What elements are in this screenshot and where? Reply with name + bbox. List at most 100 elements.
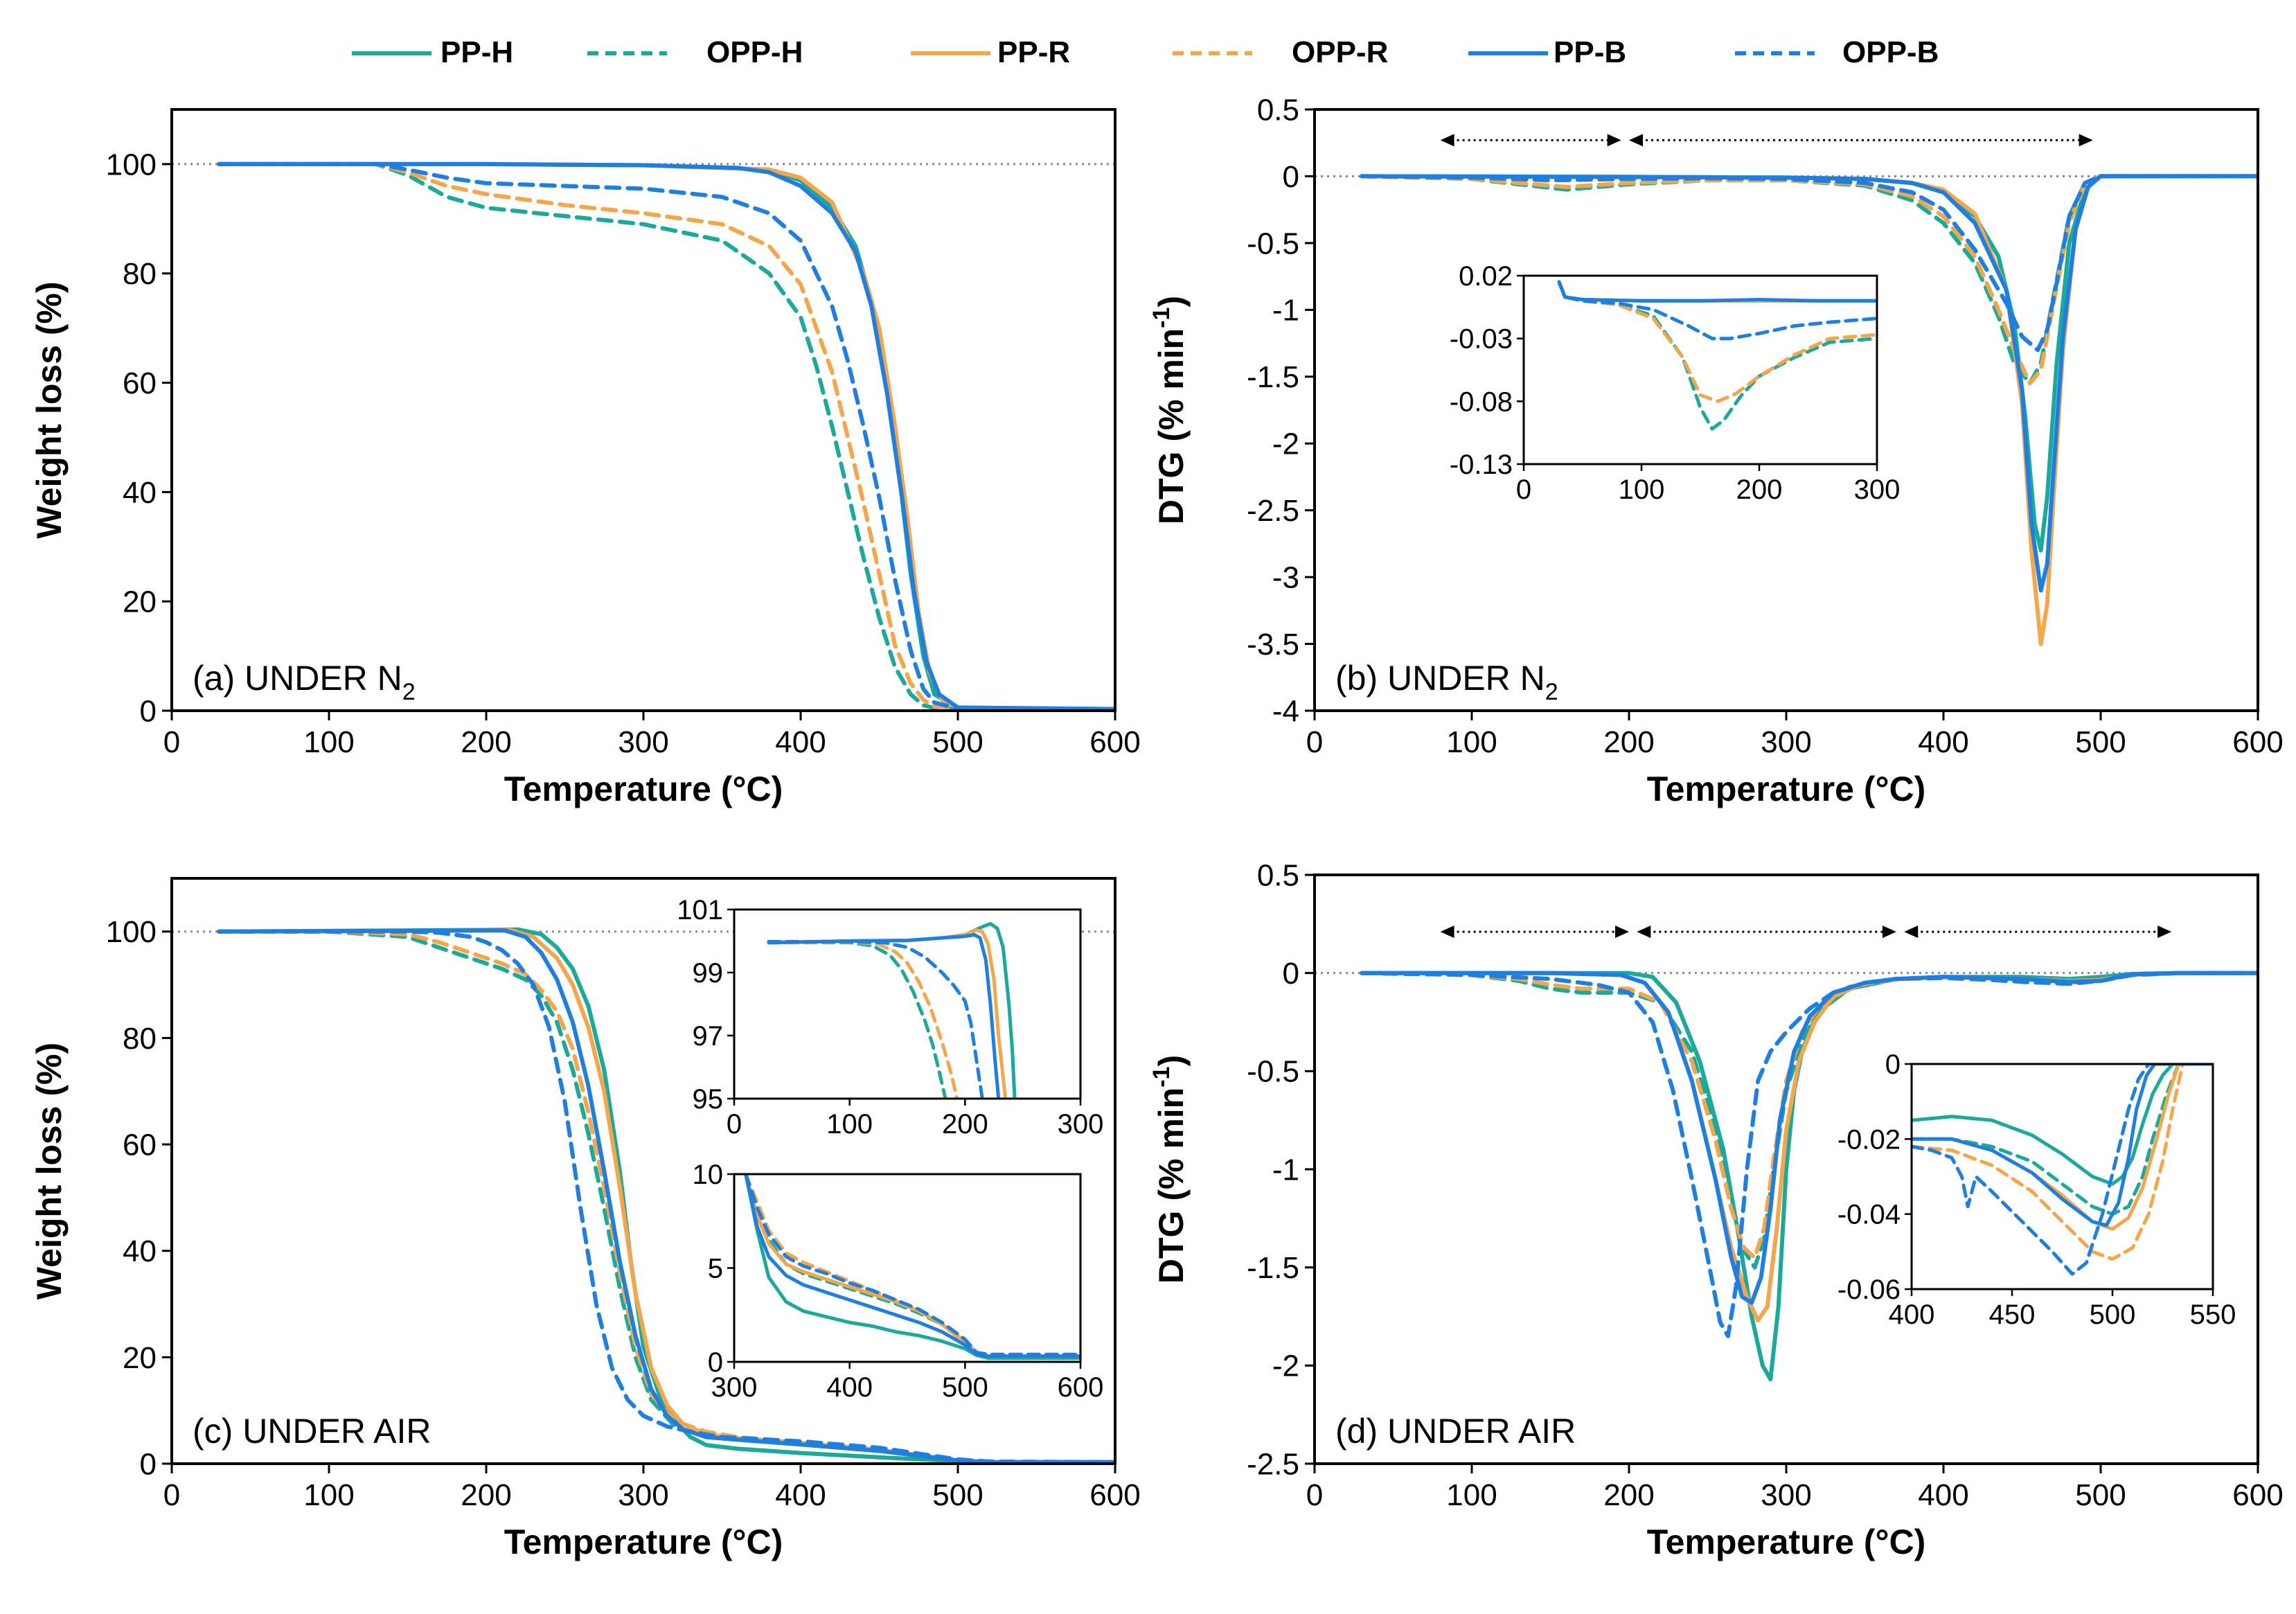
panel-b-inset-b1-xtick-label: 100 (1619, 475, 1665, 505)
panel-b-inset-b1-ytick-label: 0.02 (1459, 261, 1513, 292)
panel-b-inset-b1: 0 100 200 300 -0.13 -0.08 -0.03 0.02 (1450, 261, 1901, 505)
panel-c-ytick-label: 100 (106, 915, 157, 949)
panel-c-series-group (217, 927, 1115, 1464)
panel-b-series-opp-b (1360, 174, 2258, 353)
panel-a-x-axis-title: Temperature (°C) (504, 770, 783, 808)
panel-b-inset-b1-ytick-label: -0.13 (1450, 450, 1513, 480)
panel-a-series-group (217, 161, 1115, 711)
panel-c-xtick-label: 100 (303, 1478, 354, 1512)
panel-c-ytick-label: 80 (123, 1022, 157, 1056)
panel-d-ytick-label: -0.5 (1247, 1055, 1299, 1089)
panel-c-inset-c1-ytick-label: 97 (693, 1021, 724, 1052)
panel-b-ytick-label: -2 (1272, 427, 1299, 461)
panel-c-inset-c1-series-pp-b (767, 932, 1001, 1099)
panel-a-series-opp-r (217, 161, 1115, 711)
panel-d-ytick-label: -1 (1272, 1153, 1299, 1187)
panel-d-inset-d1-series-pp-h (1912, 1064, 2213, 1186)
panel-b-inset-b1-xtick-label: 200 (1736, 475, 1783, 505)
panel-b-ytick-label: 0 (1283, 160, 1299, 194)
panel-d-ytick-label: 0.5 (1257, 858, 1299, 892)
panel-b-xtick-label: 400 (1918, 725, 1968, 759)
panel-c-xtick-label: 0 (163, 1478, 180, 1512)
panel-c-inset-c1-xtick-label: 0 (727, 1109, 742, 1139)
panel-c-ytick-label: 0 (140, 1447, 157, 1481)
panel-a-ytick-label: 60 (123, 366, 157, 400)
panel-d-inset-d1-ytick-label: -0.04 (1837, 1200, 1901, 1230)
panel-d-series-group (1360, 970, 2258, 1382)
panel-b-xtick-label: 600 (2232, 725, 2283, 759)
panel-b-inset-b1-series-group (1557, 280, 1877, 431)
panel-b-inset-b1-series-opp-b (1557, 280, 1877, 341)
panel-d-stage-arrow (1440, 925, 1629, 939)
panel-c-inset-c2-series-pp-b (744, 1174, 1080, 1358)
panel-a-xtick-label: 0 (163, 725, 180, 759)
panel-a-xtick-label: 400 (775, 725, 826, 759)
panel-c-inset-c1-ytick-label: 101 (677, 895, 723, 925)
panel-c-inset-c1-frame (733, 908, 1082, 1100)
panel-d-xtick-label: 600 (2232, 1478, 2283, 1512)
panel-c-xtick-label: 300 (618, 1478, 668, 1512)
panel-a-frame (170, 108, 1116, 712)
panel-d-series-opp-b (1360, 970, 2258, 1338)
panel-d-inset-d1-xtick-label: 550 (2190, 1300, 2236, 1330)
panel-a-series-opp-h (217, 161, 1115, 711)
panel-c-inset-c1-ytick-label: 95 (693, 1084, 724, 1115)
panel-b-series-group (1360, 174, 2258, 646)
panel-b-y-axis-title: DTG (% min-1) (1148, 296, 1191, 524)
panel-a-ytick-label: 0 (140, 694, 157, 728)
panel-b-dtg-n2: 0 100 200 300 400 500 600 -4 -3.5 -3 -2.5 -2 -1.5 -1 -… (1148, 93, 2284, 808)
panel-a-xtick-label: 600 (1089, 725, 1140, 759)
panel-d-inset-d1-ytick-label: -0.02 (1837, 1124, 1901, 1155)
panel-a-panel-label: (a) UNDER N2 (193, 659, 416, 705)
panel-d-inset-d1-ytick-label: 0 (1885, 1049, 1901, 1080)
panel-d-inset-d1-series-group (1912, 1064, 2213, 1276)
panel-d-xtick-label: 300 (1761, 1478, 1811, 1512)
panel-c-inset-c1-ytick-label: 99 (693, 958, 724, 988)
panel-c-series-opp-h (217, 929, 1115, 1464)
panel-b-xtick-label: 0 (1306, 725, 1323, 759)
panel-d-inset-d1-xtick-label: 400 (1889, 1300, 1935, 1330)
panel-d-xtick-label: 200 (1603, 1478, 1654, 1512)
legend-label-opp-r: OPP-R (1292, 35, 1388, 69)
panel-c-series-opp-r (217, 929, 1115, 1464)
panel-b-xtick-label: 200 (1603, 725, 1654, 759)
panel-a-weight-loss-n2: 0 100 200 300 400 500 600 0 20 40 60 80 100 Temperatu… (30, 108, 1141, 808)
panel-b-ytick-label: -2.5 (1247, 494, 1299, 528)
panel-b-xtick-label: 300 (1761, 725, 1811, 759)
panel-c-weight-loss-air: 0 100 200 300 400 500 600020406080100Temperatu… (30, 877, 1141, 1561)
legend-label-opp-b: OPP-B (1842, 35, 1939, 69)
panel-d-inset-d1-xtick-label: 500 (2090, 1300, 2136, 1330)
panel-d-ytick-label: -1.5 (1247, 1251, 1299, 1285)
panel-c-xtick-label: 600 (1089, 1478, 1140, 1512)
panel-d-x-axis-title: Temperature (°C) (1647, 1523, 1925, 1561)
panel-b-ytick-label: -3 (1272, 561, 1299, 595)
panel-c-inset-c2-ytick-label: 5 (708, 1254, 723, 1284)
panel-d-ytick-label: 0 (1283, 957, 1299, 991)
panel-a-xtick-label: 100 (303, 725, 354, 759)
panel-c-inset-c1-xtick-label: 200 (942, 1109, 988, 1139)
panel-b-panel-label: (b) UNDER N2 (1335, 659, 1558, 705)
panel-d-xtick-label: 100 (1446, 1478, 1497, 1512)
panel-c-inset-c1-xtick-label: 100 (826, 1109, 873, 1139)
panel-a-xtick-label: 200 (461, 725, 511, 759)
panel-c-xtick-label: 500 (932, 1478, 983, 1512)
panel-c-inset-c1: 0 100 200 300 95 97 99 101 (677, 895, 1103, 1139)
panel-d-panel-label: (d) UNDER AIR (1335, 1412, 1576, 1451)
panel-b-inset-b1-ytick-label: -0.03 (1450, 324, 1513, 355)
panel-d-dtg-air: 0 100 200 300 400 500 600 -2.5 -2 -1.5 -1 -0.5 0 0.5 T… (1148, 858, 2284, 1561)
panel-a-xtick-label: 300 (618, 725, 668, 759)
panel-d-inset-d1-series-pp-b (1912, 1064, 2213, 1227)
panel-c-inset-c2: 300 400 500 600 0 5 10 (693, 1160, 1104, 1403)
panel-b-x-axis-title: Temperature (°C) (1647, 770, 1925, 808)
panel-b-xtick-label: 100 (1446, 725, 1497, 759)
panel-d-inset-d1-series-opp-r (1912, 1064, 2213, 1261)
panel-c-inset-c2-series-group (744, 1174, 1080, 1360)
legend-label-pp-r: PP-R (997, 35, 1070, 69)
legend-label-pp-h: PP-H (440, 35, 513, 69)
panel-b-inset-b1-frame (1522, 274, 1878, 465)
panel-a-ytick-label: 40 (123, 476, 157, 510)
panel-c-inset-c2-ytick-label: 10 (693, 1160, 724, 1190)
panel-b-ytick-label: -1 (1272, 294, 1299, 328)
panel-c-x-axis-title: Temperature (°C) (504, 1523, 783, 1561)
